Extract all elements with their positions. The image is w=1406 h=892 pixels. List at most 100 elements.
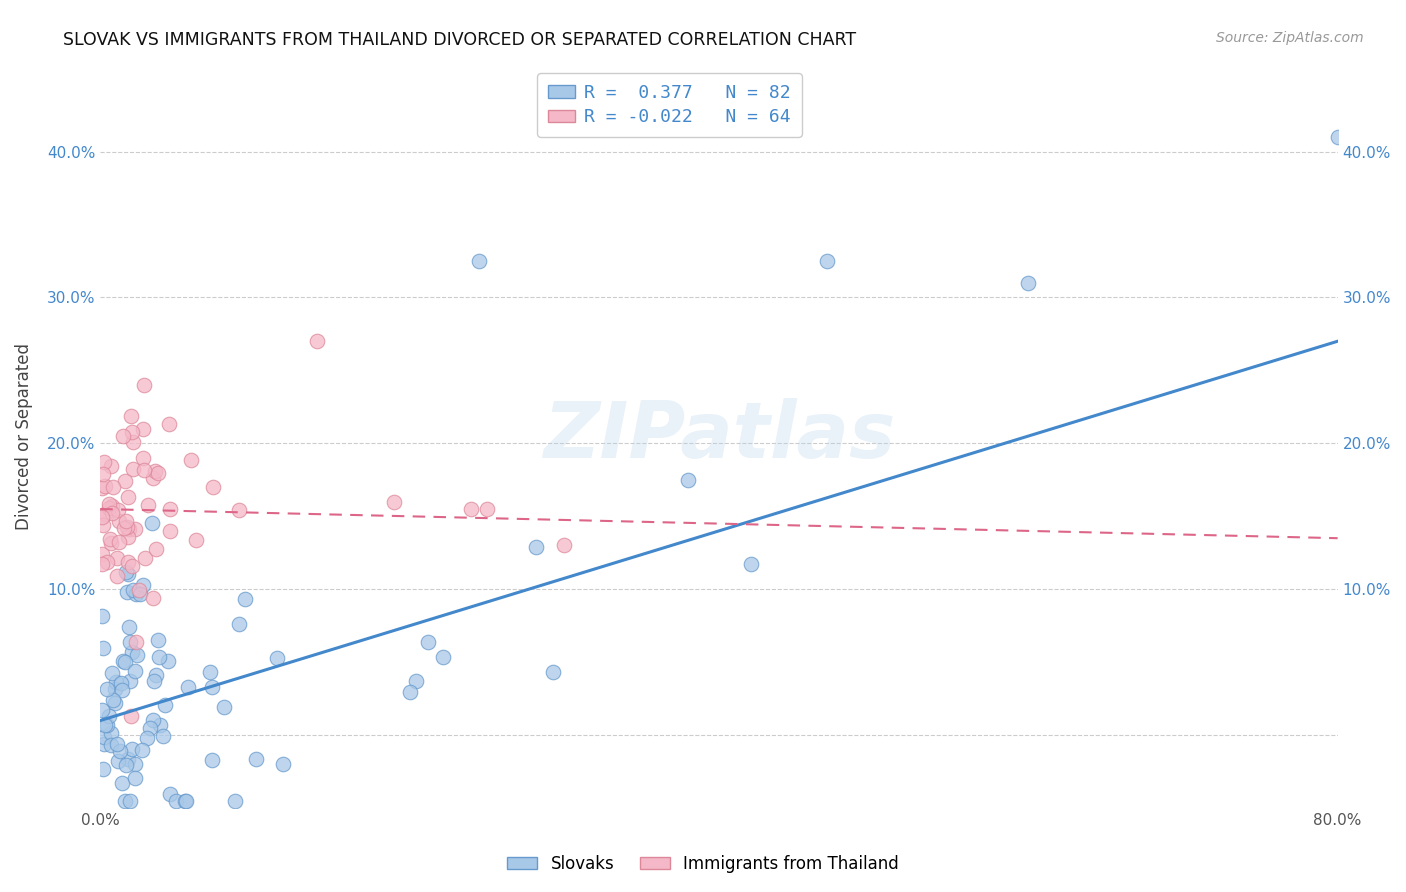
Point [131, 422, 153, 436]
Point [460, 502, 482, 516]
Point [180, 452, 202, 467]
Point [117, 567, 139, 582]
Point [152, 729, 174, 743]
Point [143, 465, 166, 479]
Point [200, 681, 222, 695]
Point [105, 551, 128, 566]
Point [157, 417, 180, 431]
Point [174, 794, 197, 808]
Point [266, 650, 288, 665]
Point [121, 425, 143, 439]
Point [110, 744, 132, 758]
Point [121, 741, 143, 756]
Point [90, 481, 112, 495]
Point [1017, 276, 1039, 290]
Point [94, 479, 117, 493]
Point [100, 506, 122, 520]
Point [110, 675, 132, 690]
Point [98, 501, 121, 516]
Point [139, 722, 162, 736]
Point [122, 435, 145, 450]
Point [120, 409, 142, 423]
Point [101, 665, 124, 680]
Point [93, 640, 115, 655]
Point [118, 635, 141, 649]
Point [91, 517, 114, 532]
Point [382, 494, 405, 508]
Point [128, 582, 150, 597]
Point [142, 471, 165, 485]
Point [115, 585, 138, 599]
Point [118, 794, 141, 808]
Point [114, 757, 136, 772]
Point [91, 547, 114, 561]
Point [104, 682, 127, 697]
Point [543, 665, 565, 679]
Point [98, 532, 121, 546]
Point [233, 591, 256, 606]
Point [118, 620, 141, 634]
Point [93, 718, 115, 732]
Point [132, 451, 155, 466]
Point [136, 498, 159, 512]
Text: ZIPatlas: ZIPatlas [543, 398, 896, 474]
Point [94, 507, 117, 521]
Point [228, 503, 250, 517]
Point [173, 794, 195, 808]
Point [149, 718, 172, 732]
Point [93, 455, 115, 469]
Point [96, 555, 118, 569]
Point [127, 648, 149, 662]
Point [159, 787, 181, 801]
Point [114, 794, 136, 808]
Point [100, 459, 122, 474]
Point [125, 635, 148, 649]
Point [131, 742, 153, 756]
Point [90, 609, 112, 624]
Point [121, 462, 143, 476]
Point [118, 522, 141, 536]
Point [90, 510, 112, 524]
Point [399, 684, 422, 698]
Point [159, 502, 181, 516]
Point [740, 557, 762, 571]
Point [114, 474, 136, 488]
Legend: Slovaks, Immigrants from Thailand: Slovaks, Immigrants from Thailand [501, 848, 905, 880]
Point [111, 682, 134, 697]
Point [132, 463, 155, 477]
Point [201, 480, 224, 494]
Point [124, 522, 146, 536]
Point [111, 776, 134, 790]
Point [100, 738, 122, 752]
Point [105, 569, 128, 583]
Point [148, 466, 170, 480]
Point [120, 674, 142, 689]
Point [93, 730, 115, 744]
Point [148, 650, 170, 665]
Point [165, 794, 187, 808]
Point [132, 378, 155, 392]
Point [228, 617, 250, 632]
Point [111, 654, 134, 668]
Point [128, 587, 150, 601]
Point [90, 703, 112, 717]
Point [114, 655, 136, 669]
Point [104, 697, 127, 711]
Text: SLOVAK VS IMMIGRANTS FROM THAILAND DIVORCED OR SEPARATED CORRELATION CHART: SLOVAK VS IMMIGRANTS FROM THAILAND DIVOR… [63, 31, 856, 49]
Point [468, 254, 491, 268]
Point [91, 557, 114, 571]
Point [305, 334, 328, 349]
Legend: R =  0.377   N = 82, R = -0.022   N = 64: R = 0.377 N = 82, R = -0.022 N = 64 [537, 73, 801, 137]
Point [145, 667, 167, 681]
Point [105, 675, 128, 690]
Point [142, 713, 165, 727]
Point [97, 497, 120, 511]
Point [107, 754, 129, 768]
Point [114, 521, 136, 535]
Point [117, 530, 139, 544]
Point [432, 649, 454, 664]
Point [115, 519, 138, 533]
Point [153, 698, 176, 713]
Point [214, 699, 236, 714]
Text: Source: ZipAtlas.com: Source: ZipAtlas.com [1216, 31, 1364, 45]
